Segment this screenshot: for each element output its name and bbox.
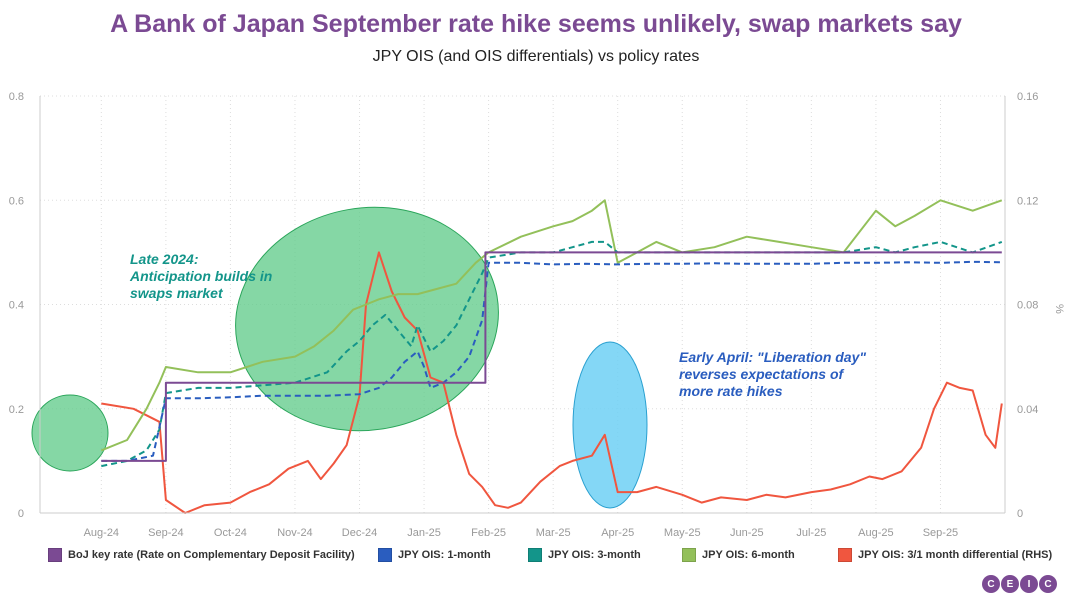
y-left-tick-label: 0.4 bbox=[9, 300, 24, 312]
annotation-line: Late 2024: bbox=[130, 251, 198, 267]
legend-swatch bbox=[682, 548, 696, 562]
x-tick-label: Jan-25 bbox=[407, 527, 441, 539]
x-tick-label: Jul-25 bbox=[796, 527, 826, 539]
x-tick-label: Apr-25 bbox=[601, 527, 634, 539]
x-tick-label: Sep-25 bbox=[923, 527, 958, 539]
x-tick-label: Feb-25 bbox=[471, 527, 506, 539]
legend-label: JPY OIS: 1-month bbox=[398, 549, 491, 561]
annotation-text: Early April: "Liberation day" reverses ex… bbox=[679, 349, 866, 399]
highlight-ellipses bbox=[31, 206, 648, 509]
annotation-line: Anticipation builds in bbox=[129, 268, 272, 284]
annotation-line: reverses expectations of bbox=[679, 366, 845, 382]
highlight-ellipse bbox=[235, 206, 499, 432]
x-tick-label: Dec-24 bbox=[342, 527, 377, 539]
series-line-3 bbox=[100, 199, 1003, 452]
logo-letter: C bbox=[982, 575, 1000, 593]
logo-letter: E bbox=[1001, 575, 1019, 593]
x-tick-label: Jun-25 bbox=[730, 527, 764, 539]
chart-title: A Bank of Japan September rate hike seem… bbox=[110, 10, 962, 38]
x-tick-label: Oct-24 bbox=[214, 527, 247, 539]
logo-letter: C bbox=[1039, 575, 1057, 593]
y-right-tick-label: 0.16 bbox=[1017, 91, 1038, 103]
legend-label: JPY OIS: 6-month bbox=[702, 549, 795, 561]
legend-swatch bbox=[838, 548, 852, 562]
y-right-axis-label: % bbox=[1053, 304, 1065, 314]
legend-label: BoJ key rate (Rate on Complementary Depo… bbox=[68, 549, 355, 561]
legend: BoJ key rate (Rate on Complementary Depo… bbox=[48, 548, 1058, 568]
y-right-tick-label: 0.04 bbox=[1017, 404, 1038, 416]
y-right-tick-label: 0 bbox=[1017, 508, 1023, 520]
annotation-line: Early April: "Liberation day" bbox=[679, 349, 866, 365]
y-left-tick-label: 0 bbox=[18, 508, 24, 520]
x-tick-label: Aug-24 bbox=[84, 527, 119, 539]
y-right-tick-label: 0.08 bbox=[1017, 300, 1038, 312]
x-tick-label: Aug-25 bbox=[858, 527, 893, 539]
x-tick-label: Sep-24 bbox=[148, 527, 183, 539]
y-right-tick-label: 0.12 bbox=[1017, 195, 1038, 207]
y-left-tick-label: 0.8 bbox=[9, 91, 24, 103]
legend-item: JPY OIS: 3-month bbox=[528, 548, 641, 562]
legend-item: BoJ key rate (Rate on Complementary Depo… bbox=[48, 548, 355, 562]
annotation-text: Late 2024: Anticipation builds in swaps ma… bbox=[129, 251, 272, 301]
annotation-line: swaps market bbox=[130, 285, 224, 301]
logo-letter: I bbox=[1020, 575, 1038, 593]
highlight-ellipse bbox=[31, 394, 109, 472]
x-tick-label: May-25 bbox=[664, 527, 701, 539]
x-tick-label: Mar-25 bbox=[536, 527, 571, 539]
series-line-4 bbox=[101, 251, 1003, 514]
axes: 0 0.2 0.4 0.6 0.8 0 0.04 0.08 0.12 0.16% Aug-24 Sep… bbox=[9, 91, 1065, 539]
grid-lines bbox=[40, 95, 1005, 514]
series-line-1 bbox=[101, 260, 1002, 462]
series-line-0 bbox=[101, 251, 1002, 462]
annotations: Late 2024: Anticipation builds in swaps ma… bbox=[129, 251, 866, 399]
legend-swatch bbox=[528, 548, 542, 562]
legend-item: JPY OIS: 3/1 month differential (RHS) bbox=[838, 548, 1052, 562]
chart-subtitle: JPY OIS (and OIS differentials) vs polic… bbox=[372, 48, 700, 65]
legend-item: JPY OIS: 1-month bbox=[378, 548, 491, 562]
y-left-tick-label: 0.2 bbox=[9, 404, 24, 416]
annotation-line: more rate hikes bbox=[679, 383, 783, 399]
legend-label: JPY OIS: 3/1 month differential (RHS) bbox=[858, 549, 1053, 561]
legend-swatch bbox=[48, 548, 62, 562]
legend-label: JPY OIS: 3-month bbox=[548, 549, 641, 561]
legend-swatch bbox=[378, 548, 392, 562]
x-tick-label: Nov-24 bbox=[277, 527, 312, 539]
series-lines bbox=[100, 199, 1003, 514]
y-left-tick-label: 0.6 bbox=[9, 195, 24, 207]
highlight-ellipse bbox=[572, 341, 648, 509]
legend-item: JPY OIS: 6-month bbox=[682, 548, 795, 562]
